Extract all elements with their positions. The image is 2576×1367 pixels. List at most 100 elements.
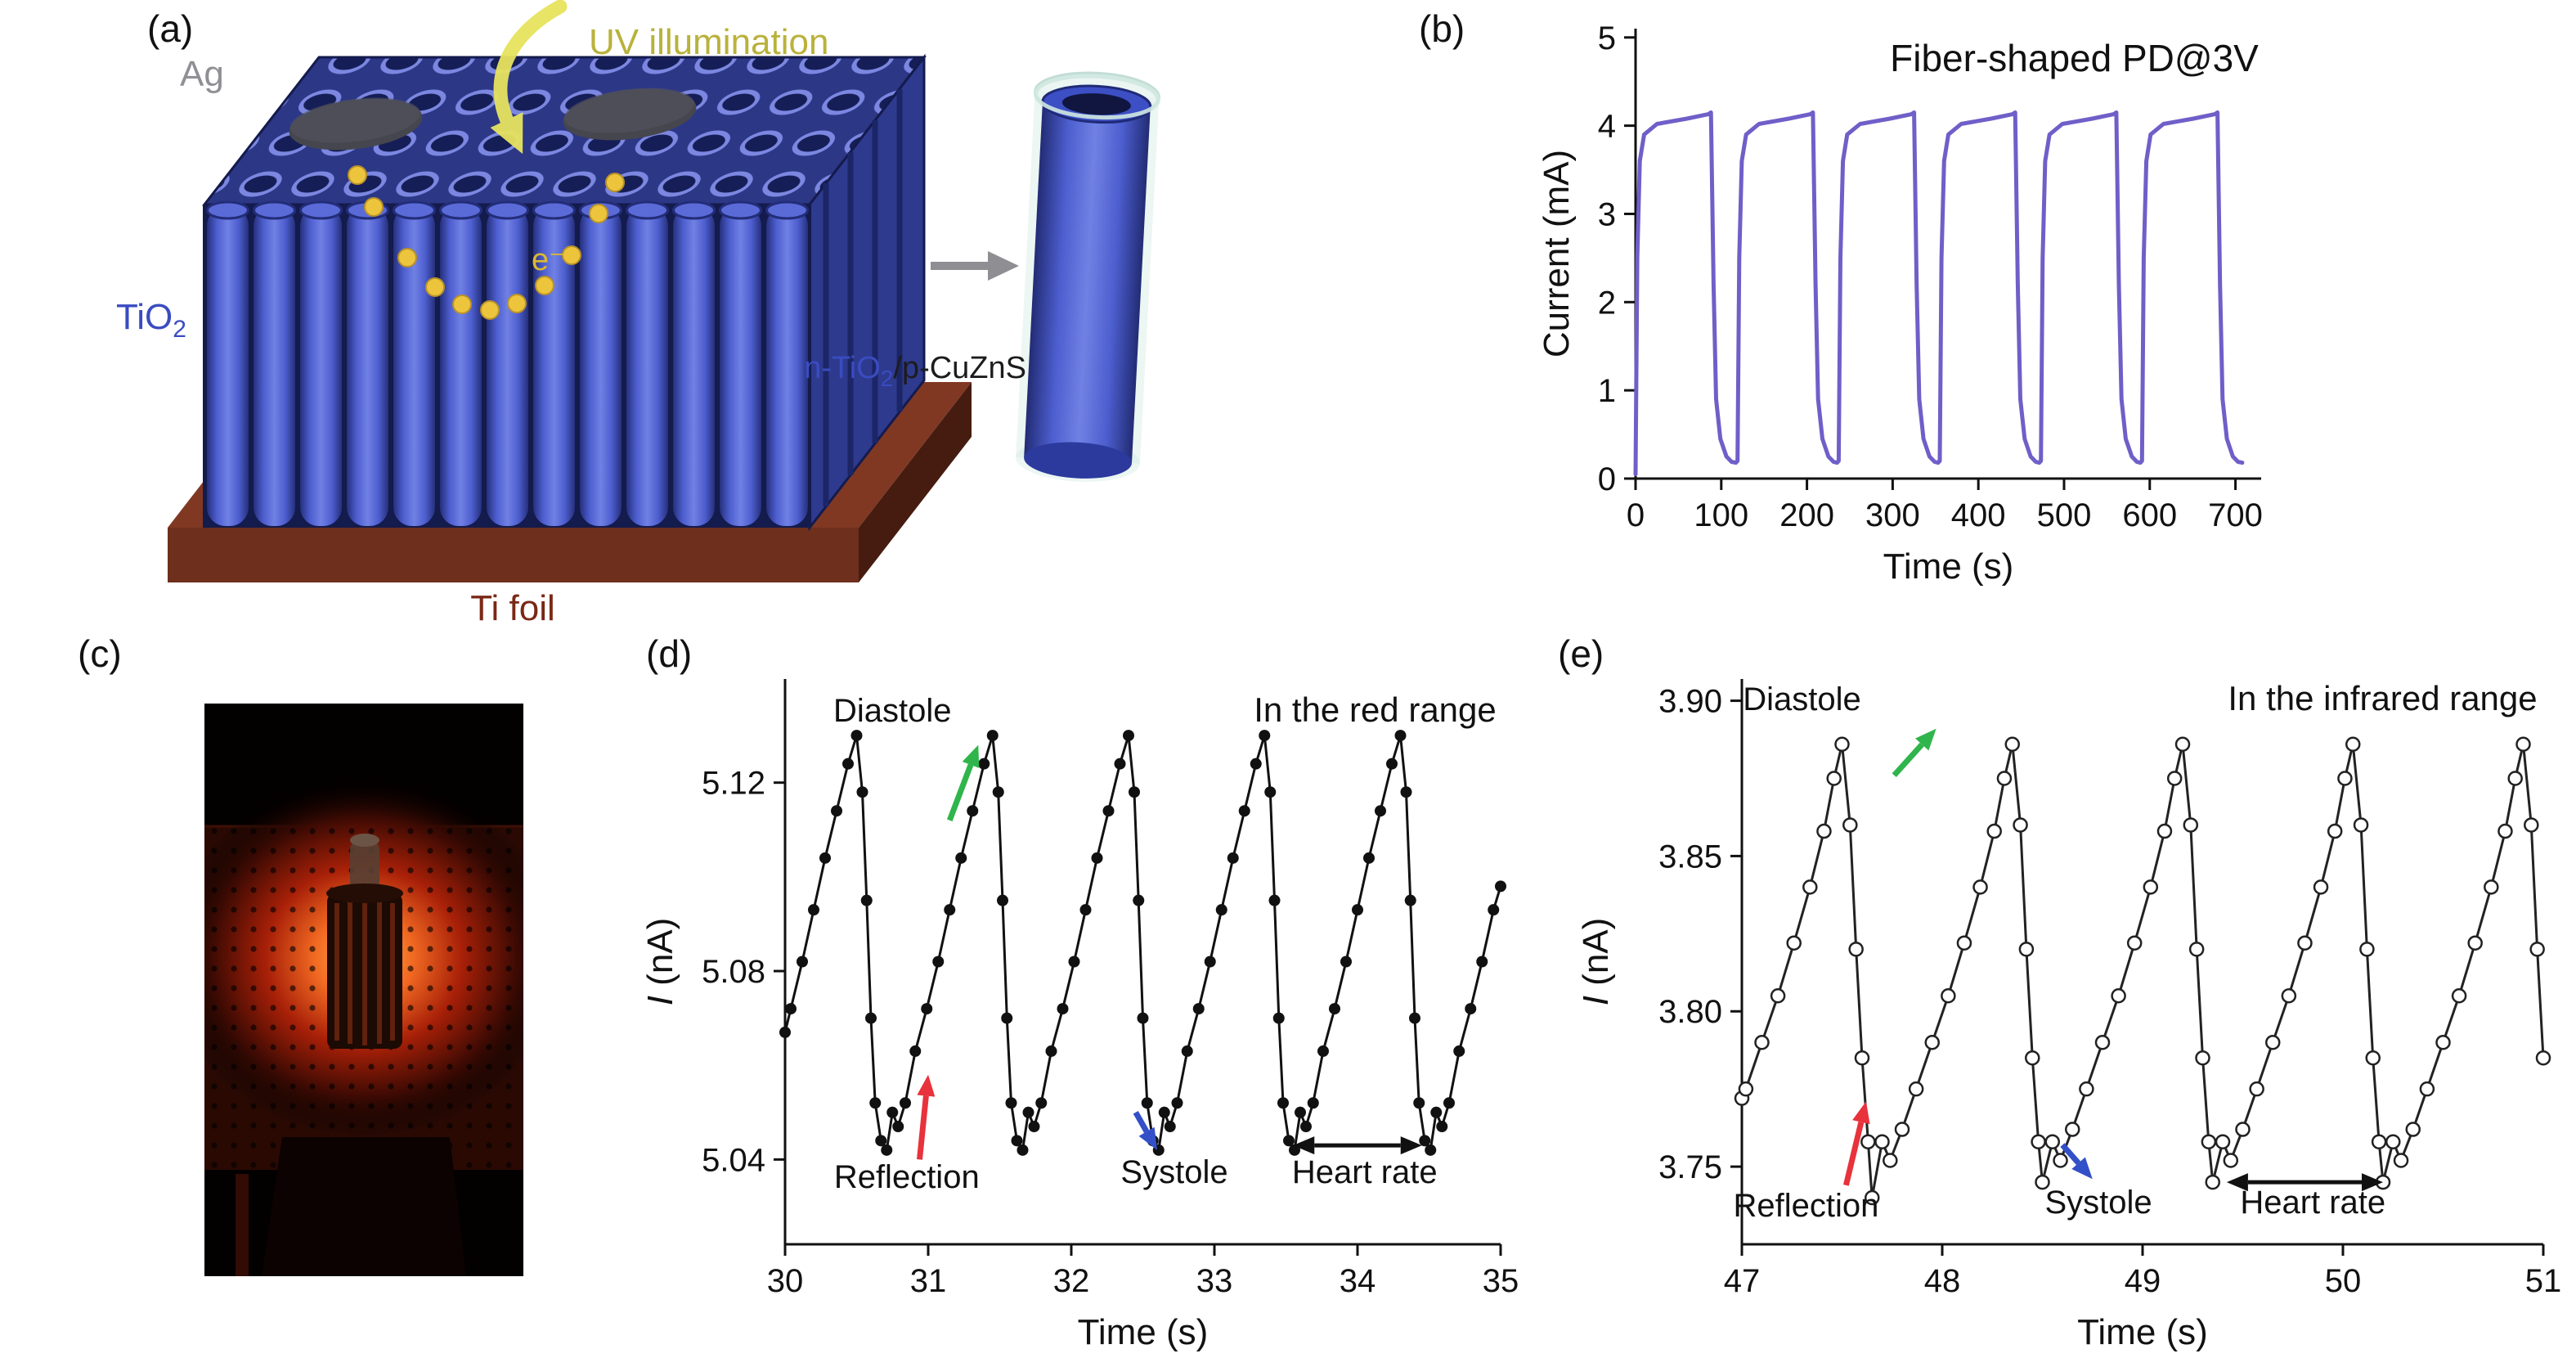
data-point: [1264, 786, 1277, 798]
x-tick-label: 49: [2125, 1263, 2161, 1299]
data-point: [2249, 1081, 2264, 1097]
data-point: [1300, 1121, 1312, 1133]
data-point: [1045, 1045, 1057, 1057]
data-point: [1192, 1003, 1205, 1015]
data-point: [1924, 1034, 1940, 1050]
data-point: [1770, 988, 1786, 1004]
arrow-head: [1138, 1126, 1157, 1150]
ti-foil-label: Ti foil: [470, 588, 555, 628]
chart-annotation: Fiber-shaped PD@3V: [1890, 37, 2259, 79]
data-point: [1091, 852, 1103, 864]
data-point: [892, 1121, 904, 1133]
x-axis-label: Time (s): [1883, 546, 2014, 587]
data-point: [1079, 904, 1092, 916]
data-point: [1141, 1097, 1153, 1109]
x-tick-label: 0: [1627, 497, 1645, 533]
data-point: [2195, 1050, 2210, 1066]
arrow-head: [1293, 1136, 1315, 1155]
nanotube-column: [717, 200, 764, 528]
data-point: [2419, 1081, 2435, 1097]
data-point: [1816, 823, 1832, 839]
panel-a-label: (a): [147, 7, 194, 50]
data-point: [1164, 1121, 1176, 1133]
data-point: [2265, 1034, 2281, 1050]
data-point: [2393, 1153, 2409, 1168]
data-point: [909, 1045, 922, 1057]
data-point: [1114, 758, 1126, 770]
data-point: [992, 786, 1004, 798]
data-point: [2345, 736, 2361, 752]
annotation-arrow: [2060, 1143, 2081, 1166]
data-point: [1227, 852, 1239, 864]
data-point: [1883, 1153, 1898, 1168]
y-tick-label: 3.90: [1658, 684, 1722, 720]
panel-c-label: (c): [78, 632, 122, 675]
arrow-head: [1852, 1101, 1870, 1125]
x-tick-label: 700: [2208, 497, 2263, 533]
data-point: [1011, 1135, 1023, 1147]
y-axis-label: I (nA): [640, 918, 680, 1006]
data-point: [2188, 942, 2205, 957]
data-point: [1495, 880, 1506, 893]
data-point: [2524, 817, 2539, 833]
x-tick-label: 200: [1779, 497, 1834, 533]
data-point: [1908, 1081, 1924, 1097]
data-point: [2435, 1034, 2451, 1050]
heterojunction-label: n-TiO2/p-CuZnS: [804, 351, 1026, 391]
x-tick-label: 31: [910, 1263, 947, 1299]
chart-annotation: Reflection: [1733, 1188, 1878, 1224]
nanotube-column: [577, 200, 624, 528]
y-tick-label: 1: [1598, 373, 1616, 409]
electron-path: [348, 165, 625, 320]
data-point: [967, 805, 979, 817]
data-point: [1842, 817, 1858, 833]
data-point: [1272, 1012, 1285, 1024]
data-point: [2205, 1174, 2220, 1190]
y-tick-label: 4: [1598, 109, 1616, 145]
series-line: [1633, 110, 2245, 477]
data-point: [2451, 988, 2467, 1004]
chart-annotation: Systole: [2045, 1185, 2152, 1221]
data-point: [2507, 771, 2523, 786]
tio2-label: TiO2: [116, 297, 186, 343]
data-point: [865, 1012, 877, 1024]
data-point: [1848, 942, 1864, 957]
data-point: [1028, 1121, 1040, 1133]
data-point: [1826, 771, 1842, 786]
data-point: [1137, 1012, 1149, 1024]
panel-b-label: (b): [1419, 7, 1465, 50]
x-tick-label: 500: [2037, 497, 2092, 533]
data-point: [1250, 758, 1262, 770]
electron-label: e⁻: [532, 243, 565, 277]
chart-annotation: In the infrared range: [2228, 679, 2537, 717]
data-point: [2053, 1153, 2068, 1168]
data-point: [997, 894, 1008, 906]
chart-annotation: In the red range: [1254, 690, 1497, 729]
x-tick-label: 600: [2122, 497, 2177, 533]
data-point: [2529, 942, 2545, 957]
annotation-arrow: [917, 1095, 929, 1160]
fingertip-shadow: [262, 1137, 466, 1276]
arrow-head: [2226, 1173, 2248, 1192]
data-point: [1289, 1144, 1300, 1156]
x-tick-label: 32: [1053, 1263, 1090, 1299]
data-point: [2337, 771, 2353, 786]
data-point: [2174, 736, 2191, 752]
data-point: [2359, 942, 2375, 957]
data-point: [1465, 1003, 1477, 1015]
data-point: [2515, 736, 2531, 752]
data-point: [932, 956, 945, 968]
data-point: [1057, 1003, 1069, 1015]
x-axis-label: Time (s): [2077, 1312, 2208, 1352]
data-point: [1022, 1106, 1034, 1118]
chart-annotation: Diastole: [1743, 681, 1861, 717]
data-point: [2013, 817, 2028, 833]
data-point: [1754, 1034, 1770, 1050]
data-point: [1259, 730, 1271, 742]
data-point: [1123, 730, 1134, 742]
data-point: [1738, 1081, 1754, 1097]
x-tick-label: 300: [1865, 497, 1920, 533]
data-point: [2004, 736, 2020, 752]
x-tick-label: 34: [1340, 1263, 1376, 1299]
data-point: [900, 1097, 911, 1109]
